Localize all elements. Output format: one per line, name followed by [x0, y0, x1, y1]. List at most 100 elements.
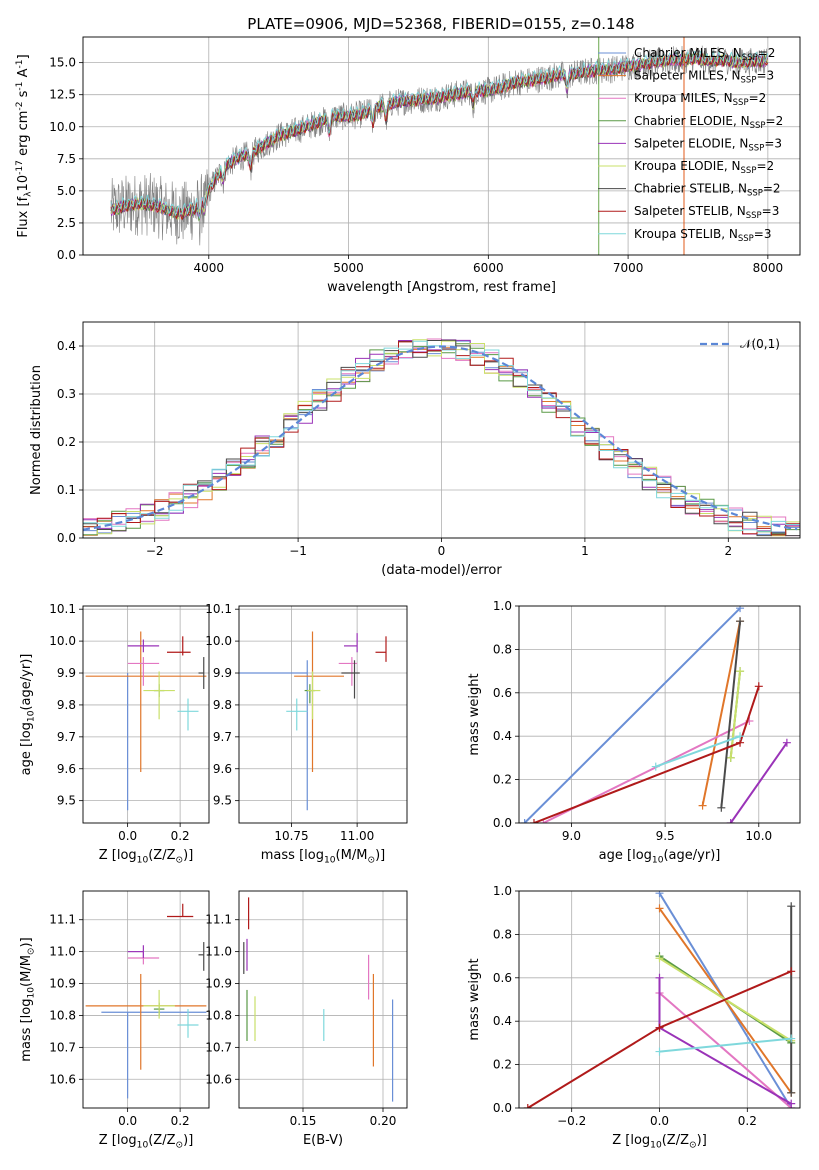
mass-vs-EBV-ytick-label: 10.8: [205, 1008, 232, 1022]
massweight-vs-Z-frame: [518, 890, 801, 1109]
spectrum-ylabel: Flux [fλ10-17 erg cm-2 s-1 A-1]: [15, 54, 33, 237]
massweight-vs-age-ytick-label: 1.0: [493, 599, 512, 613]
residuals-plot-area: [83, 338, 800, 538]
weight-marker: [736, 606, 745, 613]
age-vs-Z-ytick-label: 9.8: [57, 698, 76, 712]
residuals-ytick-label: 0.4: [57, 339, 76, 353]
age-vs-mass-ytick-label: 9.6: [213, 762, 232, 776]
massweight-vs-Z-axes: −0.2 0.0 0.2 0.0 0.2 0.4 0.6 0.8 1.0 Z [log10(Z/Z…: [467, 884, 800, 1150]
weight-marker: [651, 762, 660, 771]
residuals-xtick-label: 0: [438, 544, 446, 558]
residuals-frame: [82, 321, 801, 539]
age-vs-mass-xlabel: mass [log10(M/M⊙)]: [261, 848, 385, 865]
errorbar-point-2: [294, 631, 344, 772]
age-vs-mass-xtick-label: 11.00: [340, 829, 374, 843]
spectrum-ytick-label: 10.0: [49, 120, 76, 134]
spectrum-ytick-label: 15.0: [49, 56, 76, 70]
mass-vs-EBV-ytick-label: 10.6: [205, 1072, 232, 1086]
age-vs-mass-plot-area: [239, 631, 387, 811]
legend-label: Kroupa MILES, NSSP=2: [634, 91, 766, 108]
weight-line: [720, 621, 742, 808]
weight-line: [658, 992, 792, 1108]
weight-line: [701, 621, 742, 806]
mass-vs-EBV-ytick-label: 11.1: [205, 913, 232, 927]
errorbar-point-5: [127, 945, 144, 959]
massweight-vs-age-axes: 9.0 9.5 10.0 0.0 0.2 0.4 0.6 0.8 1.0 age [log10(a…: [467, 599, 800, 865]
massweight-vs-Z-xtick-label: 0.2: [738, 1114, 757, 1128]
weight-line: [729, 742, 788, 823]
errorbar-point-8: [167, 903, 194, 918]
errorbar-point-6: [143, 989, 175, 1019]
spectrum-xtick-label: 4000: [194, 261, 225, 275]
errorbar-point-9: [177, 698, 199, 731]
massweight-vs-age-xtick-label: 9.0: [562, 829, 581, 843]
massweight-vs-age-ytick-label: 0.8: [493, 642, 512, 656]
weight-series-7: [717, 617, 745, 812]
age-vs-Z-ytick-label: 9.7: [57, 730, 76, 744]
spectrum-xtick-label: 5000: [333, 261, 364, 275]
weight-line: [729, 670, 742, 759]
age-vs-Z-ylabel: age [log10(age/yr)]: [19, 654, 36, 776]
weight-marker: [655, 1023, 664, 1032]
age-vs-Z-frame: [82, 605, 210, 824]
legend-label: Salpeter ELODIE, NSSP=3: [634, 136, 782, 153]
age-vs-mass-ytick-label: 9.8: [213, 698, 232, 712]
massweight-vs-Z-ytick-label: 0.4: [493, 1014, 512, 1028]
errorbar-point-3: [127, 657, 160, 686]
age-vs-mass-xtick-label: 10.75: [274, 829, 308, 843]
weight-marker: [736, 732, 745, 741]
weight-marker: [782, 738, 791, 747]
massweight-vs-age-xtick-label: 9.5: [656, 829, 675, 843]
age-vs-mass-ytick-label: 10.1: [205, 602, 232, 616]
mass-vs-Z-ytick-label: 10.7: [49, 1040, 76, 1054]
residuals-xtick-label: 2: [724, 544, 732, 558]
mass-vs-Z-ytick-label: 10.6: [49, 1072, 76, 1086]
legend-label: Chabrier STELIB, NSSP=2: [634, 182, 781, 199]
errorbar-point-1: [101, 1011, 207, 1099]
massweight-vs-Z-ytick-label: 1.0: [493, 884, 512, 898]
errorbar-point-9: [286, 698, 308, 731]
residuals-xtick-label: −2: [146, 544, 164, 558]
errorbar-point-5: [127, 639, 160, 653]
age-vs-Z-xtick-label: 0.2: [171, 829, 190, 843]
weight-series-5: [726, 738, 791, 823]
spectrum-xlabel: wavelength [Angstrom, rest frame]: [327, 280, 556, 295]
age-vs-mass-ytick-label: 9.7: [213, 730, 232, 744]
spectrum-ytick-label: 7.5: [57, 152, 76, 166]
errorbar-point-5: [344, 633, 358, 653]
spectrum-xtick-label: 7000: [613, 261, 644, 275]
spectrum-ytick-label: 12.5: [49, 88, 76, 102]
massweight-vs-age-xlabel: age [log10(age/yr)]: [599, 848, 721, 865]
mass-vs-Z-xlabel: Z [log10(Z/Z⊙)]: [99, 1133, 194, 1150]
age-vs-mass-ytick-label: 10.0: [205, 634, 232, 648]
spectrum-plot-area: [110, 37, 768, 255]
weight-marker: [787, 902, 796, 911]
massweight-vs-Z-ytick-label: 0.6: [493, 971, 512, 985]
legend-label: Chabrier ELODIE, NSSP=2: [634, 114, 783, 131]
massweight-vs-age-plot-area: [520, 606, 791, 823]
errorbar-point-1: [239, 660, 308, 811]
weight-line: [655, 735, 741, 768]
weight-line: [523, 607, 741, 823]
weight-marker: [655, 954, 664, 963]
errorbar-point-4: [304, 684, 316, 704]
massweight-vs-age-ytick-label: 0.4: [493, 729, 512, 743]
model-spectrum-8: [110, 52, 768, 221]
residuals-axes: −2 −1 0 1 2 0.0 0.1 0.2 0.3 0.4 (data-model)/error…: [29, 322, 800, 578]
weight-marker: [754, 682, 763, 691]
weight-marker: [655, 904, 664, 913]
mass-vs-Z-plot-area: [85, 903, 207, 1099]
weight-series-8: [523, 967, 796, 1108]
weight-series-9: [655, 1034, 796, 1056]
weight-marker: [726, 753, 735, 762]
mass-vs-EBV-frame: [238, 890, 408, 1109]
massweight-vs-Z-xlabel: Z [log10(Z/Z⊙)]: [612, 1133, 707, 1150]
weight-series-6: [726, 667, 745, 762]
residual-histogram-7: [83, 339, 800, 538]
residuals-ytick-label: 0.3: [57, 387, 76, 401]
residuals-ylabel: Normed distribution: [29, 365, 44, 495]
residuals-ytick-label: 0.2: [57, 435, 76, 449]
massweight-vs-age-xtick-label: 10.0: [745, 829, 772, 843]
residuals-xlabel: (data-model)/error: [381, 563, 502, 578]
